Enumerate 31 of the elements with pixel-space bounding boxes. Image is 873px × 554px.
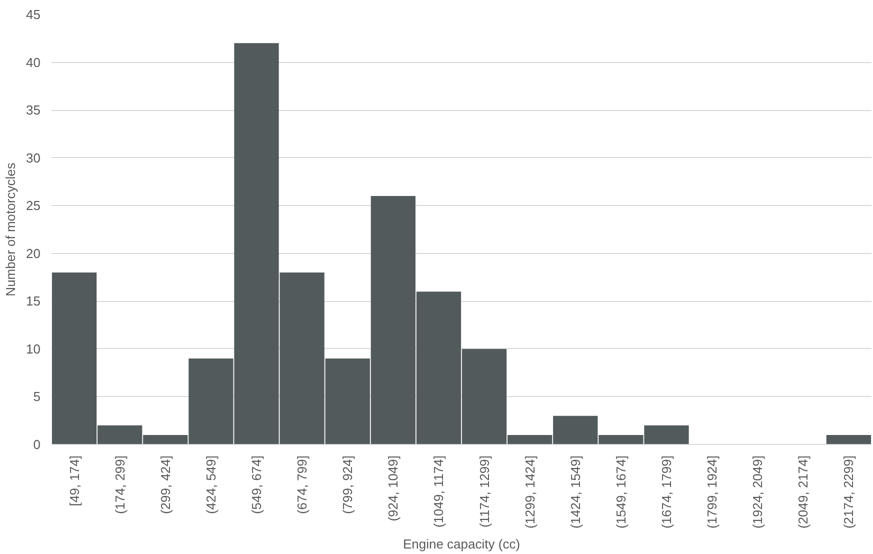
- y-tick-label: 45: [26, 7, 41, 22]
- x-axis-title: Engine capacity (cc): [402, 536, 520, 552]
- x-tick-label: (1424, 1549]: [568, 455, 583, 529]
- y-tick-label: 0: [33, 437, 41, 452]
- x-tick-label: (174, 299]: [112, 456, 128, 514]
- x-tick-label: (1049, 1174]: [431, 455, 446, 528]
- x-tick-label: (1799, 1924]: [704, 455, 720, 529]
- x-tick-label: (799, 924]: [340, 456, 356, 514]
- y-tick-label: 20: [26, 246, 41, 261]
- x-tick-label: (2049, 2174]: [796, 455, 811, 529]
- y-tick-label: 15: [26, 294, 41, 309]
- bar: [826, 434, 872, 444]
- x-tick-label: (1299, 1424]: [522, 455, 538, 529]
- y-tick-label: 25: [26, 198, 41, 214]
- x-tick-label: (2174, 2299]: [841, 455, 856, 529]
- x-tick-label: (674, 799]: [294, 456, 310, 514]
- y-tick-label: 5: [33, 389, 41, 404]
- y-axis-title: Number of motorcycles: [3, 162, 18, 296]
- x-tick-label: (299, 424]: [158, 456, 173, 514]
- x-tick-label: (1674, 1799]: [659, 455, 674, 529]
- x-tick-label: (424, 549]: [203, 456, 218, 514]
- y-tick-label: 10: [26, 341, 41, 356]
- y-tick-label: 35: [26, 102, 41, 118]
- x-tick-label: (1924, 2049]: [750, 455, 766, 529]
- x-tick-label: (1549, 1674]: [613, 455, 628, 529]
- x-tick-label: (924, 1049]: [386, 455, 401, 522]
- y-tick-label: 40: [26, 54, 41, 70]
- x-tick-label: (1174, 1299]: [476, 455, 492, 528]
- y-tick-label: 30: [26, 150, 41, 166]
- x-tick-label: [49, 174]: [66, 455, 82, 506]
- x-tick-label: (549, 674]: [249, 456, 264, 514]
